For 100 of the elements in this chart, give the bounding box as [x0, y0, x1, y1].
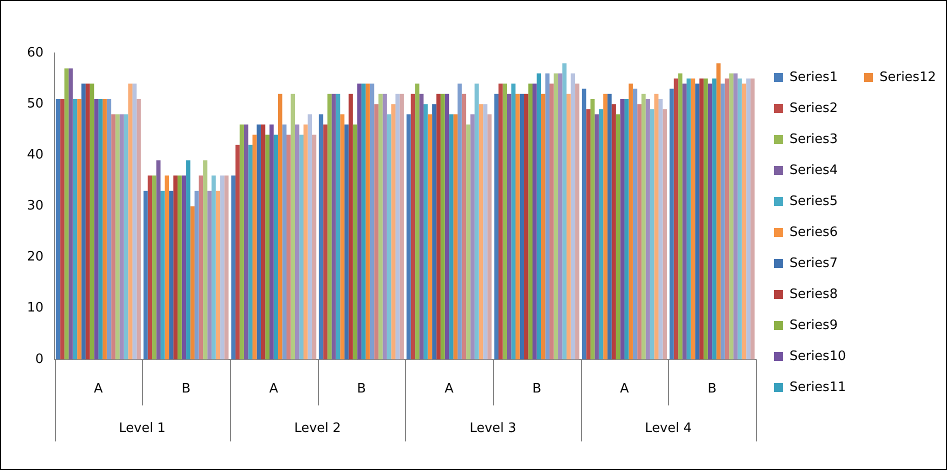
bar: [432, 104, 436, 360]
y-tick-label: 40: [26, 148, 44, 163]
bar: [607, 94, 612, 360]
bar: [240, 124, 244, 360]
bar: [516, 94, 520, 360]
bar: [128, 84, 132, 360]
bar: [511, 84, 516, 360]
x-tick-label: A: [269, 382, 278, 397]
bar: [616, 114, 620, 360]
bar: [102, 98, 107, 360]
bar: [742, 84, 746, 360]
bar: [152, 176, 156, 360]
legend-label: Series1: [789, 70, 838, 85]
bar: [111, 114, 116, 360]
bar: [244, 124, 248, 360]
bar: [582, 88, 586, 360]
bar: [670, 88, 674, 360]
legend-label: Series10: [789, 348, 846, 364]
bar: [198, 176, 204, 360]
bar: [566, 94, 571, 360]
bar: [598, 109, 604, 360]
bar: [498, 84, 503, 360]
bar: [395, 94, 400, 360]
bar: [148, 176, 152, 360]
bar: [286, 134, 291, 360]
bar: [558, 73, 562, 360]
bar: [357, 84, 362, 360]
x-tick-label: A: [94, 382, 103, 397]
legend-label: Series2: [789, 100, 838, 116]
text: Level 3: [470, 420, 516, 436]
bar: [136, 98, 141, 360]
bar: [216, 190, 220, 360]
legend-label: Series8: [789, 286, 838, 302]
bar: [678, 73, 682, 360]
bar: [483, 104, 488, 360]
bar: [348, 94, 353, 360]
bar: [554, 73, 558, 360]
bar: [646, 98, 650, 360]
x-tick-label: B: [532, 382, 542, 397]
bar: [624, 98, 629, 360]
bar: [164, 176, 170, 360]
bar: [724, 78, 730, 360]
bar: [428, 114, 432, 360]
bar: [352, 124, 358, 360]
bar: [220, 176, 224, 360]
bar: [299, 134, 304, 360]
bar: [449, 114, 454, 360]
text: Level 1: [118, 420, 166, 436]
bar: [487, 114, 492, 360]
bar: [332, 94, 336, 360]
bar: [729, 73, 734, 360]
bar: [541, 94, 546, 360]
bar: [641, 94, 646, 360]
bar: [478, 104, 484, 360]
bar: [182, 176, 186, 360]
bar: [323, 124, 328, 360]
bar: [178, 176, 182, 360]
bar: [612, 104, 616, 360]
bar: [304, 124, 308, 360]
bar: [378, 94, 383, 360]
bar: [124, 114, 128, 360]
legend-label: Series12: [879, 70, 936, 85]
bar: [278, 94, 282, 360]
bar: [406, 114, 411, 360]
bar: [290, 94, 295, 360]
bar: [738, 78, 742, 360]
bar: [190, 206, 195, 360]
bar: [690, 78, 696, 360]
bar: [366, 84, 370, 360]
bar: [86, 84, 90, 360]
bar: [224, 176, 229, 360]
bar: [344, 124, 349, 360]
bar: [106, 98, 112, 360]
bar: [594, 114, 599, 360]
bar: [64, 68, 69, 360]
bar: [474, 84, 479, 360]
text: Level 4: [644, 420, 692, 436]
legend-label: Series4: [789, 162, 838, 178]
bar: [419, 94, 424, 360]
bar: [235, 144, 240, 360]
bar: [282, 124, 286, 360]
bar: [252, 134, 257, 360]
bar: [524, 94, 528, 360]
bar: [507, 94, 512, 360]
text: Level 2: [294, 420, 341, 436]
bar: [575, 84, 580, 360]
bar: [169, 190, 174, 360]
bar: [94, 98, 98, 360]
bar: [415, 84, 420, 360]
bar: [132, 84, 137, 360]
bar: [340, 114, 344, 360]
bar: [256, 124, 261, 360]
bar: [654, 94, 658, 360]
bar: [632, 88, 638, 360]
bar: [704, 78, 708, 360]
bar: [590, 98, 595, 360]
bar: [207, 190, 212, 360]
y-tick-label: 60: [26, 45, 44, 60]
bar: [260, 124, 266, 360]
bar: [386, 114, 392, 360]
